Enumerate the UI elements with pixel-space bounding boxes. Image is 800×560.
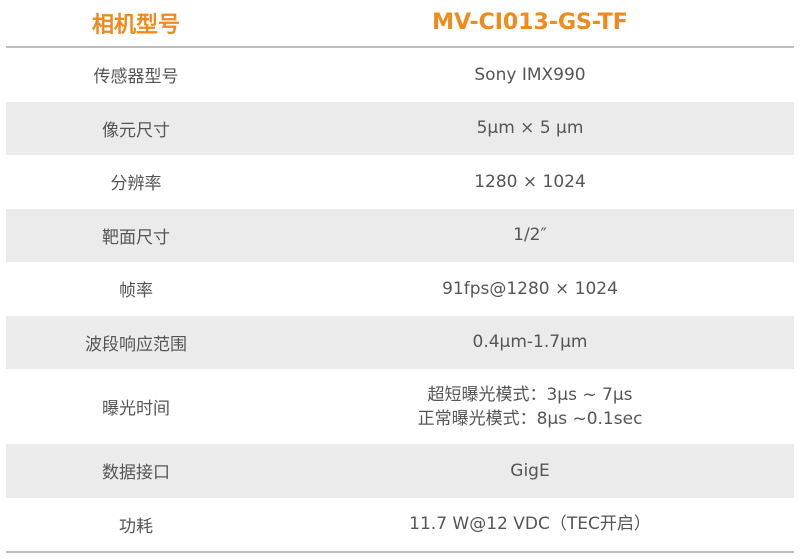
table-row: 功耗 11.7 W@12 VDC（TEC开启） (6, 498, 794, 552)
spec-value: 1280 × 1024 (266, 170, 794, 194)
spec-value-line: 1280 × 1024 (474, 171, 586, 192)
spec-value-line: 91fps@1280 × 1024 (442, 278, 618, 299)
header-label: 相机型号 (91, 13, 180, 38)
spec-label: 帧率 (119, 281, 153, 302)
spec-label: 功耗 (119, 516, 153, 537)
table-row: 曝光时间 超短曝光模式：3μs ~ 7μs 正常曝光模式：8μs ~0.1sec (6, 369, 794, 444)
spec-value-line: 0.4μm-1.7μm (472, 332, 588, 353)
spec-value: 91fps@1280 × 1024 (266, 277, 794, 301)
spec-value: 超短曝光模式：3μs ~ 7μs 正常曝光模式：8μs ~0.1sec (266, 383, 794, 431)
spec-value-line: 超短曝光模式：3μs ~ 7μs (427, 384, 633, 405)
spec-label: 曝光时间 (102, 399, 170, 419)
spec-value: 5μm × 5 μm (266, 116, 794, 140)
table-row: 帧率 91fps@1280 × 1024 (6, 262, 794, 316)
spec-value: GigE (266, 459, 794, 483)
header-model: MV-CI013-GS-TF (432, 10, 628, 35)
spec-value-line: 正常曝光模式：8μs ~0.1sec (417, 408, 643, 429)
spec-label: 像元尺寸 (102, 120, 170, 141)
spec-value-line: 11.7 W@12 VDC（TEC开启） (409, 514, 651, 535)
spec-value: 0.4μm-1.7μm (266, 330, 794, 354)
spec-value-line: GigE (510, 460, 550, 481)
spec-value-line: 5μm × 5 μm (476, 118, 584, 139)
spec-value-line: Sony IMX990 (474, 64, 586, 85)
table-bottom-border (6, 551, 794, 553)
spec-value-line: 1/2″ (513, 225, 547, 246)
table-row: 分辨率 1280 × 1024 (6, 155, 794, 209)
spec-table: 相机型号 MV-CI013-GS-TF 传感器型号 Sony IMX990 像元尺寸… (6, 0, 794, 553)
table-row: 靶面尺寸 1/2″ (6, 208, 794, 262)
spec-label: 分辨率 (110, 174, 162, 195)
table-row: 传感器型号 Sony IMX990 (6, 48, 794, 102)
table-row: 波段响应范围 0.4μm-1.7μm (6, 315, 794, 369)
table-row: 像元尺寸 5μm × 5 μm (6, 101, 794, 155)
spec-value: 1/2″ (266, 223, 794, 247)
spec-label: 传感器型号 (93, 67, 179, 88)
spec-label: 靶面尺寸 (102, 227, 170, 248)
spec-label: 数据接口 (102, 463, 170, 484)
table-row: 数据接口 GigE (6, 444, 794, 498)
spec-label: 波段响应范围 (85, 334, 187, 355)
spec-value: Sony IMX990 (266, 63, 794, 87)
table-header: 相机型号 MV-CI013-GS-TF (6, 0, 794, 48)
spec-value: 11.7 W@12 VDC（TEC开启） (266, 512, 794, 536)
